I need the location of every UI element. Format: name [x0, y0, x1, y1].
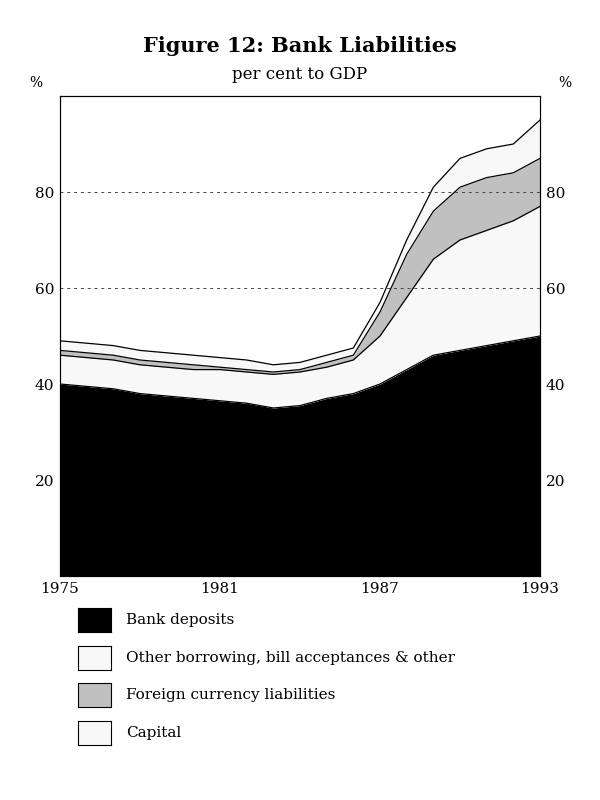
Text: Foreign currency liabilities: Foreign currency liabilities: [126, 688, 335, 702]
Text: %: %: [558, 76, 571, 90]
Text: Other borrowing, bill acceptances & other: Other borrowing, bill acceptances & othe…: [126, 650, 455, 665]
Text: %: %: [29, 76, 42, 90]
Text: Capital: Capital: [126, 726, 181, 740]
Text: per cent to GDP: per cent to GDP: [232, 66, 368, 82]
Text: Figure 12: Bank Liabilities: Figure 12: Bank Liabilities: [143, 36, 457, 56]
Text: Bank deposits: Bank deposits: [126, 613, 234, 627]
